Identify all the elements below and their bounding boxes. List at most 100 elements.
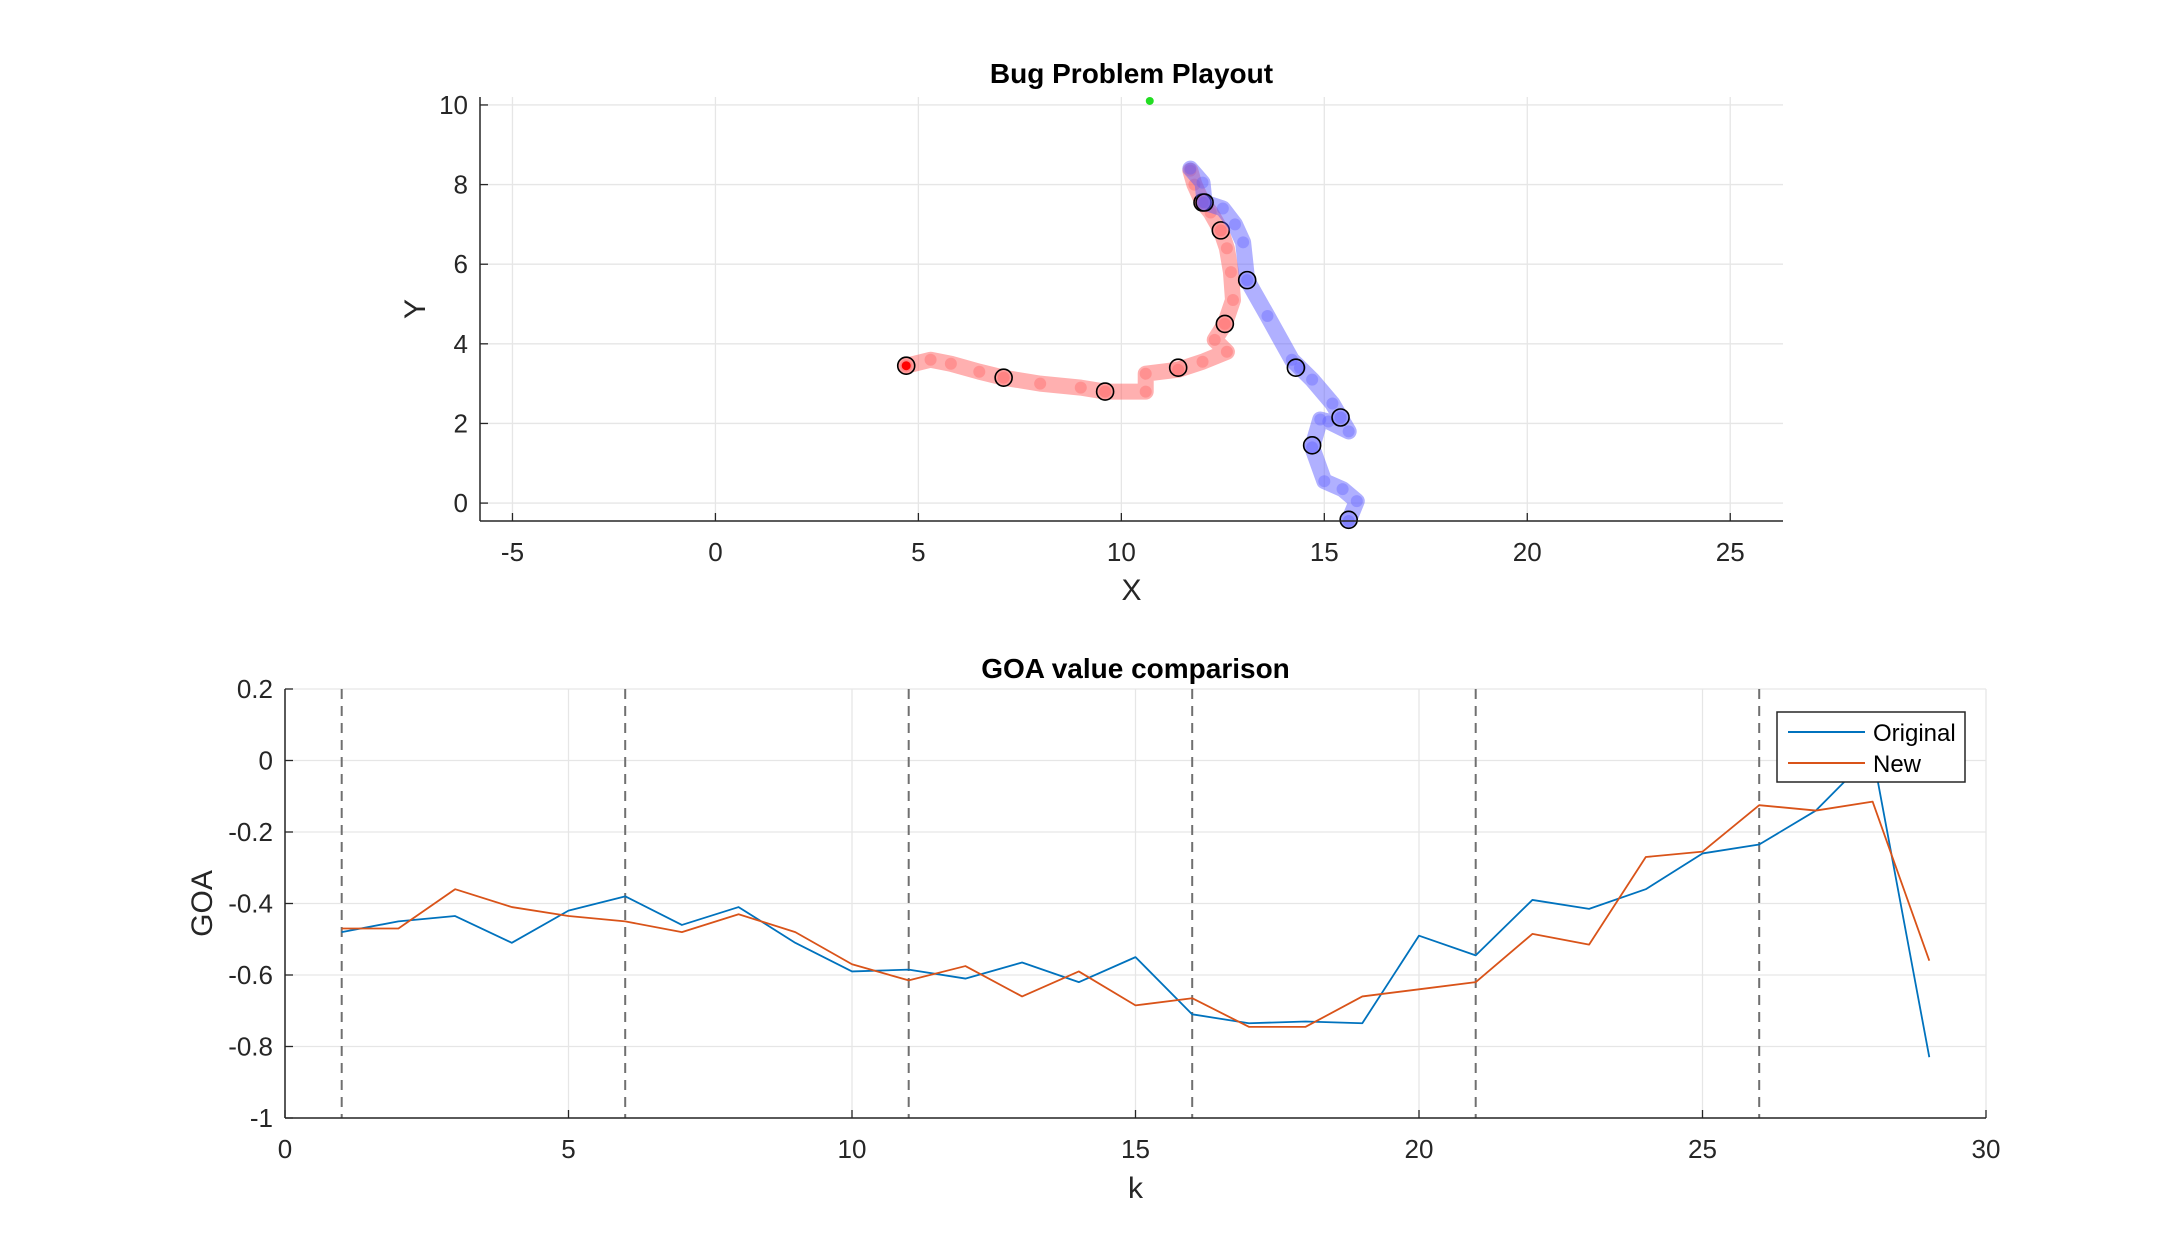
legend-label-original: Original [1873, 720, 1956, 747]
trajectory-point-1-15 [1314, 413, 1327, 426]
trajectory-marker-1-4 [1302, 436, 1322, 455]
tick-label-y-5: -0.8 [228, 1032, 273, 1062]
trajectory-point-0-13 [1208, 333, 1221, 346]
trajectory-marker-1-5 [1339, 510, 1358, 530]
trajectory-point-1-19 [1350, 495, 1363, 508]
tick-label-x-6: 30 [1972, 1134, 2001, 1164]
tick-label-y-3: -0.4 [228, 889, 273, 919]
trajectory-point-1-4 [1229, 218, 1242, 231]
tick-label-x-3: 10 [1107, 537, 1136, 567]
trajectory-point-0-15 [1226, 294, 1239, 307]
tick-label-y-0: 0 [454, 488, 468, 518]
trajectory-axes: -5 0 5 10 15 20 25 0 2 4 6 8 10 [439, 90, 1783, 567]
trajectory-point-0-3 [973, 365, 986, 378]
goa-x-axis-label: k [1128, 1172, 1144, 1205]
goa-data [341, 752, 1931, 1058]
tick-label-x-5: 20 [1513, 537, 1542, 567]
trajectory-point-0-9 [1139, 367, 1152, 380]
trajectory-point-1-2 [1198, 196, 1211, 209]
tick-label-y-4: -0.6 [228, 960, 273, 990]
trajectory-point-1-17 [1318, 475, 1331, 488]
tick-label-y-6: -1 [250, 1103, 273, 1133]
trajectory-point-0-1 [924, 353, 937, 366]
trajectory-point-0-18 [1214, 224, 1227, 237]
trajectory-point-0-10 [1172, 363, 1185, 376]
tick-label-x-1: 5 [561, 1134, 575, 1164]
tick-label-y-2: 4 [454, 329, 468, 359]
trajectory-x-axis-label: X [1121, 574, 1141, 607]
trajectory-point-0-4 [997, 371, 1010, 384]
trajectory-marker-1-3 [1331, 408, 1350, 427]
tick-label-y-2: -0.2 [228, 817, 273, 847]
trajectory-point-0-12 [1220, 345, 1233, 358]
trajectory-marker-0-1 [994, 368, 1013, 387]
trajectory-marker-0-5 [1211, 221, 1231, 240]
goa-chart-title: GOA value comparison [981, 653, 1290, 684]
goa-grid [284, 688, 1987, 1119]
start-point [901, 361, 911, 371]
trajectory-point-0-6 [1074, 381, 1087, 394]
tick-label-y-5: 10 [439, 90, 468, 120]
tick-label-x-4: 15 [1310, 537, 1339, 567]
trajectory-y-axis-label: Y [399, 299, 432, 319]
trajectory-point-0-22 [1184, 164, 1197, 177]
trajectory-marker-0-2 [1095, 382, 1115, 401]
trajectory-marker-1-2 [1286, 358, 1306, 378]
tick-label-x-1: 0 [708, 537, 722, 567]
tick-label-y-3: 6 [454, 249, 468, 279]
trajectory-point-0-21 [1188, 178, 1201, 191]
tick-label-x-5: 25 [1688, 1134, 1717, 1164]
trajectory-point-1-3 [1216, 202, 1229, 215]
tick-label-y-4: 8 [454, 170, 468, 200]
trajectory-path-0 [898, 162, 1241, 400]
trajectory-point-0-2 [944, 357, 957, 370]
trajectory-marker-1-1 [1237, 270, 1257, 290]
trajectory-point-1-7 [1261, 309, 1274, 322]
trajectory-point-1-18 [1336, 483, 1349, 496]
trajectory-grid [480, 97, 1783, 521]
series-line-original [341, 752, 1931, 1058]
tick-label-x-0: -5 [501, 537, 524, 567]
series-line-new [341, 800, 1931, 1028]
tick-label-y-1: 0 [259, 746, 273, 776]
trajectory-point-1-0 [1184, 162, 1197, 175]
tick-label-y-0: 0.2 [237, 674, 273, 704]
trajectory-marker-0-3 [1168, 358, 1188, 378]
trajectory-marker-0-4 [1215, 314, 1235, 334]
trajectory-marker-1-0 [1195, 193, 1214, 212]
goa-y-axis-label: GOA [186, 870, 219, 937]
trajectory-point-1-12 [1334, 411, 1347, 424]
trajectory-point-0-17 [1220, 242, 1233, 255]
trajectory-point-0-8 [1139, 385, 1152, 398]
tick-label-x-2: 5 [911, 537, 925, 567]
trajectory-point-1-10 [1306, 373, 1319, 386]
trajectory-point-1-1 [1196, 176, 1209, 189]
trajectory-point-1-9 [1293, 361, 1306, 374]
trajectory-data [896, 96, 1365, 530]
trajectory-point-0-11 [1196, 355, 1209, 368]
goa-legend: Original New [1776, 711, 1966, 783]
trajectory-point-0-7 [1099, 385, 1112, 398]
goa-chart: 0 5 10 15 20 25 30 0.2 0 -0.2 -0.4 -0.6 -0.8 -1 GOA v… [186, 653, 2000, 1205]
tick-label-x-3: 15 [1121, 1134, 1150, 1164]
trajectory-point-0-20 [1196, 196, 1209, 209]
trajectory-point-1-13 [1342, 425, 1355, 438]
tick-label-x-0: 0 [278, 1134, 292, 1164]
legend-label-new: New [1873, 751, 1922, 778]
trajectory-point-1-5 [1237, 236, 1250, 249]
tick-label-x-4: 20 [1405, 1134, 1434, 1164]
trajectory-path-1 [1182, 160, 1365, 529]
tick-label-x-6: 25 [1716, 537, 1745, 567]
trajectory-point-1-6 [1241, 274, 1254, 287]
trajectory-point-1-16 [1306, 441, 1319, 454]
goa-dashed-lines [340, 689, 1761, 1118]
goal-point [1145, 96, 1154, 105]
tick-label-y-1: 2 [454, 408, 468, 438]
tick-label-x-2: 10 [838, 1134, 867, 1164]
trajectory-point-0-16 [1224, 266, 1237, 279]
legend-box [1776, 711, 1966, 783]
trajectory-point-0-5 [1034, 377, 1047, 390]
goa-axes: 0 5 10 15 20 25 30 0.2 0 -0.2 -0.4 -0.6 -0.8 -1 [228, 674, 2000, 1164]
